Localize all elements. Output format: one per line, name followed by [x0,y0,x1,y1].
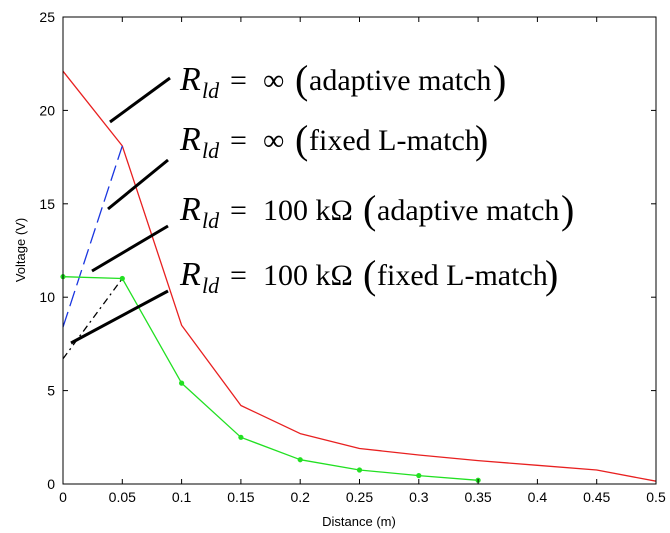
annotation-4-open-paren: ( [363,252,376,297]
series-4-line [62,276,479,481]
annotation-2-value: ∞ [263,124,284,157]
x-tick-label: 0.25 [346,489,373,505]
annotation-2-eq: = [230,124,247,157]
x-tick-label: 0 [59,489,67,505]
x-axis-label: Distance (m) [322,514,396,529]
series-1-line [62,70,657,482]
annotation-3-label: adaptive match [377,194,559,227]
annotation-4-label: fixed L-match [377,259,548,292]
y-axis-label: Voltage (V) [13,218,28,282]
series-4-point [119,275,125,282]
y-tick-label: 25 [39,9,55,25]
series-4-point [416,472,422,479]
y-tick-label: 10 [39,289,55,305]
annotation-2-r: R [179,121,201,158]
annotation-4-close-paren: ) [545,252,558,297]
annotation-1-eq: = [230,64,247,97]
series-layer [60,70,657,483]
annotation-3-eq: = [230,194,247,227]
y-tick-label: 20 [39,102,55,118]
annotation-1-r: R [179,61,201,98]
annotation-3: R ld = 100 kΩ ( adaptive match ) [179,187,574,233]
annotation-4-value: 100 kΩ [263,259,353,292]
annotation-1: R ld = ∞ ( adaptive match ) [179,57,506,103]
annotation-1-value: ∞ [263,64,284,97]
y-tick-label: 15 [39,196,55,212]
annotation-1-label: adaptive match [309,64,491,97]
annotation-3-value: 100 kΩ [263,194,353,227]
y-tick-label: 5 [47,383,55,399]
annotation-1-sub: ld [202,78,220,103]
series-4-point [179,380,185,386]
y-tick-label: 0 [47,476,55,492]
x-tick-label: 0.35 [464,489,491,505]
x-tick-label: 0.5 [646,489,666,505]
series-4-point [238,434,244,440]
x-tick-label: 0.05 [109,489,136,505]
annotation-2-open-paren: ( [295,117,308,162]
annotation-3-r: R [179,191,201,228]
x-tick-label: 0.4 [528,489,548,505]
axes-layer: 0 0.05 0.1 0.15 0.2 0.25 0.3 0.35 0.4 0.45 0.5 0 5 10… [39,9,666,505]
annotation-1-open-paren: ( [295,57,308,102]
annotation-2-label: fixed L-match [309,124,480,157]
series-4-point [356,467,363,473]
x-tick-label: 0.45 [583,489,610,505]
annotation-4: R ld = 100 kΩ ( fixed L-match ) [179,252,558,298]
annotation-3-close-paren: ) [561,187,574,232]
x-tick-label: 0.1 [172,489,192,505]
annotation-2-close-paren: ) [475,117,488,162]
leader-line-2 [107,158,169,211]
annotation-1-close-paren: ) [493,57,506,102]
annotation-2: R ld = ∞ ( fixed L-match ) [179,117,488,163]
plot-background [63,17,656,484]
leader-line-4 [70,289,169,345]
leader-line-1 [109,76,171,124]
annotation-4-r: R [179,256,201,293]
annotation-3-sub: ld [202,208,220,233]
x-tick-label: 0.3 [409,489,429,505]
leader-line-3 [91,224,169,273]
series-2-line [62,145,123,328]
annotation-3-open-paren: ( [363,187,376,232]
annotation-2-sub: ld [202,138,220,163]
annotation-leaders [70,76,171,345]
annotation-4-sub: ld [202,273,220,298]
series-4-point [297,457,303,463]
x-tick-label: 0.15 [227,489,254,505]
annotation-4-eq: = [230,259,247,292]
x-tick-label: 0.2 [290,489,310,505]
